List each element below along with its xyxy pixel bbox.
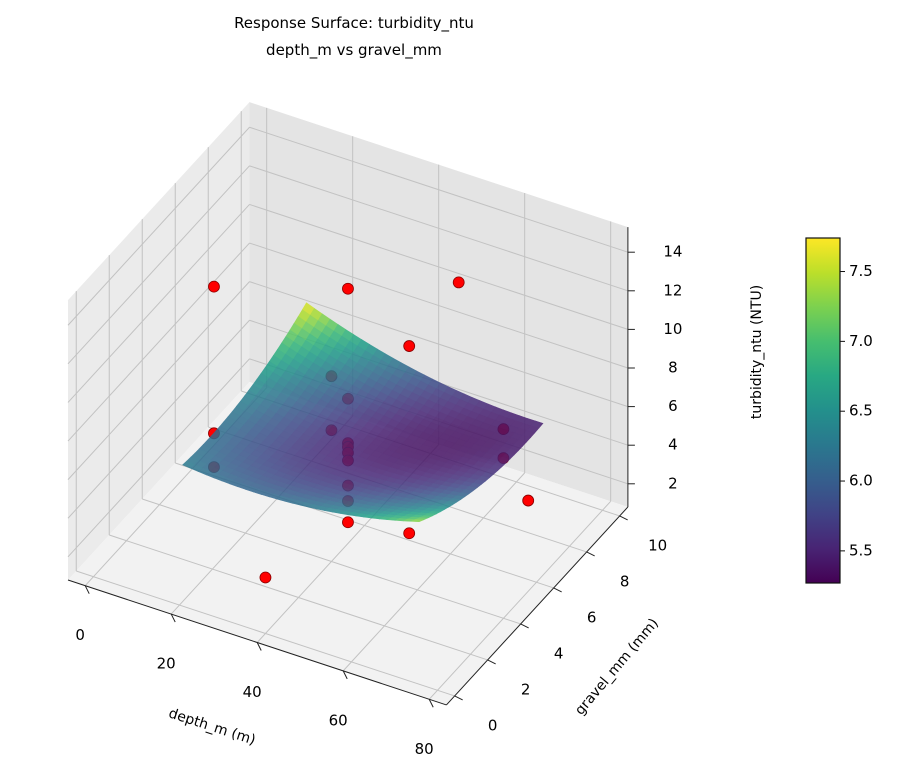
left-pane [68, 102, 250, 581]
z-tick-label: 14 [663, 243, 682, 261]
x-axis-label: depth_m (m) [167, 705, 258, 748]
gridline [428, 500, 612, 700]
gridline [67, 242, 250, 442]
z-tick-label: 2 [668, 474, 678, 492]
x-tick-mark [428, 699, 434, 708]
data-point [208, 280, 220, 293]
data-point [342, 516, 354, 529]
y-tick-mark [520, 623, 529, 629]
x-tick-mark [342, 670, 348, 680]
data-point [403, 527, 416, 540]
x-tick-mark [84, 585, 90, 594]
y-tick-mark [553, 587, 562, 593]
y-tick-mark [487, 659, 496, 665]
x-tick-label: 20 [157, 655, 176, 673]
data-point [403, 340, 416, 352]
colorbar [805, 237, 841, 584]
gridline [109, 534, 488, 661]
y-tick-label: 10 [648, 536, 667, 554]
x-tick-label: 80 [415, 740, 434, 758]
chart-title: Response Surface: turbidity_ntu [234, 14, 474, 32]
response-surface [182, 302, 544, 523]
gridline [249, 165, 629, 292]
z-tick-label: 8 [668, 359, 678, 377]
colorbar-tick-label: 6.0 [849, 472, 873, 490]
y-tick-mark [619, 515, 628, 521]
data-point [342, 282, 354, 295]
gridline [67, 204, 250, 403]
x-tick-label: 0 [75, 626, 85, 644]
gridline [249, 242, 629, 369]
gridline [76, 570, 455, 697]
gridline [249, 281, 629, 408]
data-point [522, 494, 535, 507]
z-tick-label: 4 [668, 436, 678, 454]
colorbar-tick-label: 7.0 [849, 332, 873, 350]
data-point [259, 571, 272, 584]
x-tick-mark [170, 613, 176, 623]
gridline [67, 165, 250, 365]
gridline [249, 126, 629, 253]
y-tick-mark [586, 551, 595, 557]
gridline [342, 472, 526, 672]
gridline [67, 358, 250, 558]
y-tick-label: 2 [521, 680, 531, 698]
y-tick-label: 8 [620, 572, 630, 590]
z-axis-label: turbidity_ntu (NTU) [749, 285, 765, 419]
x-tick-label: 60 [329, 711, 348, 729]
gridline [142, 498, 521, 625]
gridline [67, 319, 250, 519]
gridline [67, 281, 250, 480]
z-tick-label: 6 [668, 397, 678, 415]
z-tick-label: 10 [663, 320, 682, 338]
z-tick-label: 12 [663, 281, 682, 299]
chart-subtitle: depth_m vs gravel_mm [266, 41, 442, 59]
x-tick-mark [256, 642, 262, 651]
y-tick-label: 6 [587, 608, 597, 626]
x-tick-label: 40 [243, 683, 262, 701]
gridline [67, 126, 250, 326]
y-tick-mark [454, 695, 463, 701]
y-tick-label: 4 [554, 644, 564, 662]
y-tick-label: 0 [488, 716, 498, 734]
colorbar-tick-label: 7.5 [849, 262, 873, 280]
colorbar-tick-label: 5.5 [849, 541, 873, 559]
gridline [249, 203, 629, 330]
y-axis-line [446, 506, 629, 706]
surface-patch [411, 519, 424, 523]
y-axis-label: gravel_mm (mm) [572, 616, 662, 719]
colorbar-tick-label: 6.5 [849, 402, 873, 420]
data-point [452, 276, 465, 289]
